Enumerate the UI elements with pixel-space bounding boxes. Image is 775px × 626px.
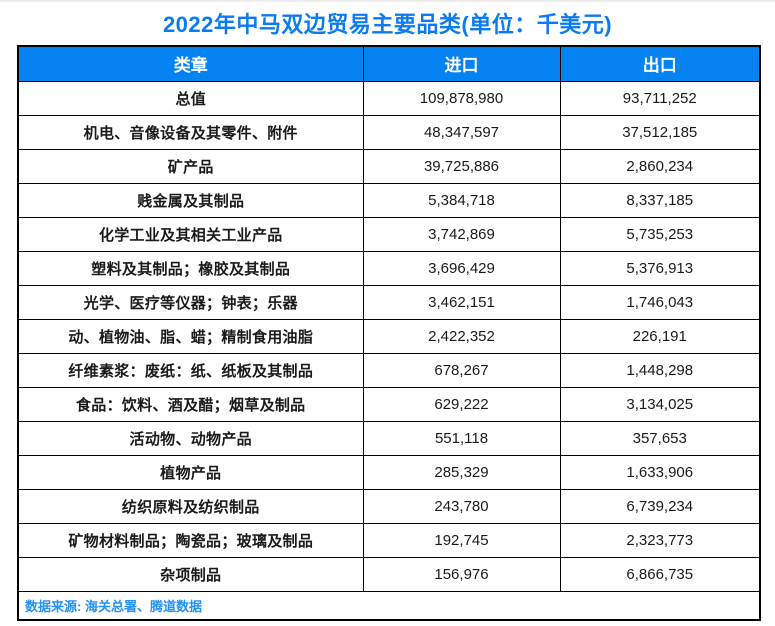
category-cell: 杂项制品 bbox=[17, 556, 364, 592]
import-cell: 551,118 bbox=[362, 420, 561, 456]
category-cell: 活动物、动物产品 bbox=[17, 420, 364, 456]
export-cell: 1,633,906 bbox=[559, 454, 761, 490]
source-row: 数据来源: 海关总署、腾道数据 bbox=[17, 590, 761, 621]
table-row: 矿产品 39,725,886 2,860,234 bbox=[17, 148, 761, 184]
table-row: 活动物、动物产品 551,118 357,653 bbox=[17, 420, 761, 456]
export-cell: 2,323,773 bbox=[559, 522, 761, 558]
table-row: 矿物材料制品；陶瓷品；玻璃及制品 192,745 2,323,773 bbox=[17, 522, 761, 558]
category-cell: 食品：饮料、酒及醋；烟草及制品 bbox=[17, 386, 364, 422]
column-header-category: 类章 bbox=[17, 45, 364, 82]
table-row: 总值 109,878,980 93,711,252 bbox=[17, 80, 761, 116]
export-cell: 3,134,025 bbox=[559, 386, 761, 422]
import-cell: 678,267 bbox=[362, 352, 561, 388]
export-cell: 1,746,043 bbox=[559, 284, 761, 320]
export-cell: 1,448,298 bbox=[559, 352, 761, 388]
table-row: 机电、音像设备及其零件、附件 48,347,597 37,512,185 bbox=[17, 114, 761, 150]
import-cell: 3,462,151 bbox=[362, 284, 561, 320]
page-title: 2022年中马双边贸易主要品类(单位：千美元) bbox=[162, 12, 613, 37]
table-row: 贱金属及其制品 5,384,718 8,337,185 bbox=[17, 182, 761, 218]
category-cell: 机电、音像设备及其零件、附件 bbox=[17, 114, 364, 150]
data-source-note: 数据来源: 海关总署、腾道数据 bbox=[17, 590, 761, 621]
table-row: 植物产品 285,329 1,633,906 bbox=[17, 454, 761, 490]
export-cell: 5,735,253 bbox=[559, 216, 761, 252]
export-cell: 357,653 bbox=[559, 420, 761, 456]
export-cell: 5,376,913 bbox=[559, 250, 761, 286]
category-cell: 塑料及其制品；橡胶及其制品 bbox=[17, 250, 364, 286]
category-cell: 矿物材料制品；陶瓷品；玻璃及制品 bbox=[17, 522, 364, 558]
import-cell: 48,347,597 bbox=[362, 114, 561, 150]
import-cell: 3,696,429 bbox=[362, 250, 561, 286]
import-cell: 629,222 bbox=[362, 386, 561, 422]
export-cell: 6,866,735 bbox=[559, 556, 761, 592]
import-cell: 243,780 bbox=[362, 488, 561, 524]
column-header-import: 进口 bbox=[362, 45, 561, 82]
export-cell: 37,512,185 bbox=[559, 114, 761, 150]
category-cell: 纺织原料及纺织制品 bbox=[17, 488, 364, 524]
export-cell: 93,711,252 bbox=[559, 80, 761, 116]
category-cell: 化学工业及其相关工业产品 bbox=[17, 216, 364, 252]
category-cell: 植物产品 bbox=[17, 454, 364, 490]
table-row: 食品：饮料、酒及醋；烟草及制品 629,222 3,134,025 bbox=[17, 386, 761, 422]
export-cell: 2,860,234 bbox=[559, 148, 761, 184]
export-cell: 6,739,234 bbox=[559, 488, 761, 524]
import-cell: 3,742,869 bbox=[362, 216, 561, 252]
import-cell: 156,976 bbox=[362, 556, 561, 592]
import-cell: 109,878,980 bbox=[362, 80, 561, 116]
trade-table: 类章 进口 出口 总值 109,878,980 93,711,252 机电、音像… bbox=[17, 45, 761, 621]
category-cell: 动、植物油、脂、蜡；精制食用油脂 bbox=[17, 318, 364, 354]
header-row: 类章 进口 出口 bbox=[17, 45, 761, 82]
column-header-export: 出口 bbox=[559, 45, 761, 82]
category-cell: 贱金属及其制品 bbox=[17, 182, 364, 218]
import-cell: 5,384,718 bbox=[362, 182, 561, 218]
export-cell: 8,337,185 bbox=[559, 182, 761, 218]
table-row: 纤维素浆：废纸：纸、纸板及其制品 678,267 1,448,298 bbox=[17, 352, 761, 388]
window-top-divider bbox=[0, 0, 775, 2]
table-row: 杂项制品 156,976 6,866,735 bbox=[17, 556, 761, 592]
table-row: 化学工业及其相关工业产品 3,742,869 5,735,253 bbox=[17, 216, 761, 252]
category-cell: 纤维素浆：废纸：纸、纸板及其制品 bbox=[17, 352, 364, 388]
table-row: 光学、医疗等仪器；钟表；乐器 3,462,151 1,746,043 bbox=[17, 284, 761, 320]
table-row: 纺织原料及纺织制品 243,780 6,739,234 bbox=[17, 488, 761, 524]
category-cell: 总值 bbox=[17, 80, 364, 116]
export-cell: 226,191 bbox=[559, 318, 761, 354]
table-row: 塑料及其制品；橡胶及其制品 3,696,429 5,376,913 bbox=[17, 250, 761, 286]
import-cell: 2,422,352 bbox=[362, 318, 561, 354]
category-cell: 光学、医疗等仪器；钟表；乐器 bbox=[17, 284, 364, 320]
category-cell: 矿产品 bbox=[17, 148, 364, 184]
import-cell: 39,725,886 bbox=[362, 148, 561, 184]
table-row: 动、植物油、脂、蜡；精制食用油脂 2,422,352 226,191 bbox=[17, 318, 761, 354]
import-cell: 285,329 bbox=[362, 454, 561, 490]
import-cell: 192,745 bbox=[362, 522, 561, 558]
